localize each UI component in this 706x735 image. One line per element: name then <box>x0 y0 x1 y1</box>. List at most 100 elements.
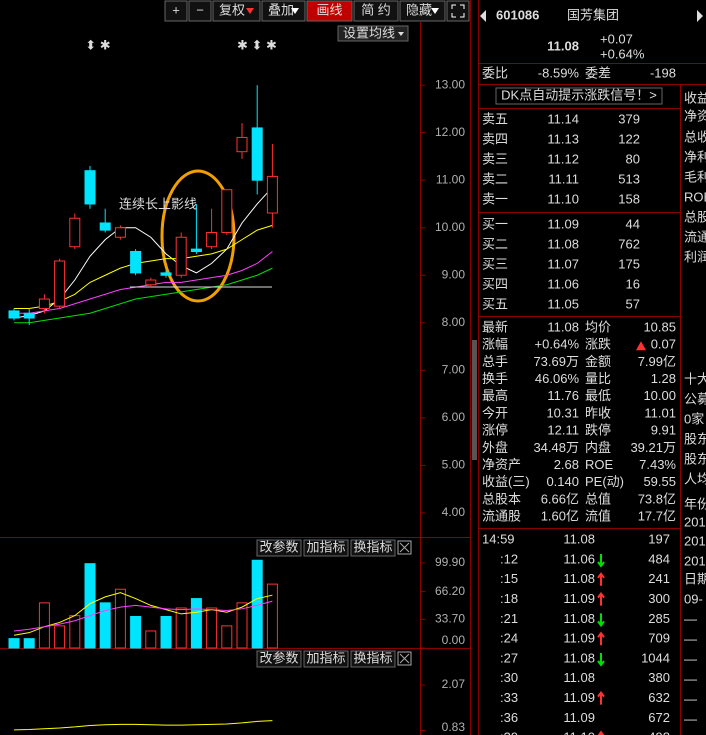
toolbar-label[interactable]: 画线 <box>316 2 342 17</box>
tick-time: :36 <box>500 710 518 725</box>
last-price: 11.08 <box>547 38 579 53</box>
candle-body <box>145 279 157 286</box>
stat-label: 外盘 <box>482 440 508 455</box>
toolbar-button[interactable] <box>353 0 399 22</box>
label: 委差 <box>585 65 611 80</box>
tick-price: 11.09 <box>563 591 595 606</box>
candle-body <box>160 272 172 276</box>
stat-value: 73.69万 <box>533 354 579 369</box>
value: -198 <box>650 65 676 80</box>
close-button[interactable] <box>397 651 412 666</box>
stat-label: 最低 <box>585 388 611 403</box>
order-price: 11.14 <box>547 111 579 126</box>
tick-time: :21 <box>500 611 518 626</box>
candle-body <box>8 310 20 319</box>
side-item: ROE <box>684 189 706 204</box>
tick-arrow <box>597 572 605 586</box>
panel-button[interactable] <box>303 539 349 557</box>
signal-link[interactable]: DK点自动提示涨跌信号！> <box>501 87 657 102</box>
stat-value: 2.68 <box>554 457 579 472</box>
order-volume: 513 <box>618 171 640 186</box>
close-icon <box>399 542 410 553</box>
toolbar-button[interactable] <box>188 0 212 22</box>
candle-body <box>84 170 96 205</box>
toolbar-label[interactable]: − <box>196 2 204 17</box>
candle-body <box>206 231 218 248</box>
stat-value: 11.08 <box>547 319 579 334</box>
panel-button-label[interactable]: 改参数 <box>259 650 298 665</box>
tick-price: 11.08 <box>563 531 595 546</box>
toolbar-button[interactable] <box>446 0 470 22</box>
stat-value: 1.28 <box>651 371 676 386</box>
panel-button-label[interactable]: 改参数 <box>259 539 298 554</box>
side-item: — <box>684 691 697 706</box>
stat-value: 12.11 <box>547 423 579 438</box>
volume-bar <box>23 638 35 649</box>
toolbar-button[interactable] <box>399 0 446 22</box>
panel-button[interactable] <box>256 650 302 668</box>
tick-price: 11.08 <box>563 611 595 626</box>
tick-arrow <box>597 591 605 606</box>
toolbar-button[interactable] <box>306 0 353 22</box>
toolbar-button[interactable] <box>261 0 306 22</box>
candle-body <box>130 250 142 274</box>
tick-time: :24 <box>500 631 518 646</box>
y-tick-label: 0.83 <box>442 720 466 734</box>
stat-value: 10.00 <box>643 388 676 403</box>
panel-button-label[interactable]: 换指标 <box>353 539 392 554</box>
panel-button[interactable] <box>256 539 302 557</box>
panel-button[interactable] <box>303 650 349 668</box>
up-triangle <box>636 341 646 351</box>
side-item: 人均 <box>684 471 706 486</box>
toolbar-button[interactable] <box>212 0 261 22</box>
next-arrow[interactable] <box>697 10 703 22</box>
close-button[interactable] <box>397 540 412 555</box>
order-price: 11.11 <box>548 171 579 186</box>
ma-settings-button[interactable] <box>337 25 409 42</box>
y-tick-label: 12.00 <box>435 125 465 139</box>
prev-arrow[interactable] <box>480 10 486 22</box>
scroll-handle[interactable] <box>472 340 477 460</box>
stat-label: 流通股 <box>482 509 521 524</box>
y-tick-label: 66.20 <box>435 584 465 598</box>
stat-value: 73.8亿 <box>638 491 676 506</box>
volume-bar <box>175 607 187 649</box>
dropdown-arrow <box>291 8 299 14</box>
stat-label: 内盘 <box>585 440 611 455</box>
volume-bar <box>190 598 202 649</box>
volume-bar <box>8 638 20 649</box>
moving-average <box>14 251 273 314</box>
tick-volume: 672 <box>648 710 670 725</box>
side-item: 09- <box>684 591 703 606</box>
order-volume: 80 <box>626 151 640 166</box>
toolbar-label[interactable]: 复权 <box>219 2 245 17</box>
dropdown-arrow <box>398 32 404 36</box>
side-item: 201 <box>684 514 706 529</box>
candle-body <box>99 222 111 231</box>
tick-volume: 380 <box>648 670 670 685</box>
toolbar-label[interactable]: + <box>172 2 180 17</box>
toolbar-label[interactable]: 隐藏 <box>406 2 432 17</box>
candle-body <box>38 298 50 310</box>
toolbar-label[interactable]: 叠加 <box>268 2 294 17</box>
side-item: 净利 <box>684 149 706 164</box>
panel-button-label[interactable]: 加指标 <box>306 650 345 665</box>
stat-value: 9.91 <box>651 423 676 438</box>
order-label: 卖三 <box>482 151 508 166</box>
tick-time: :18 <box>500 591 518 606</box>
signal-link-box[interactable] <box>495 87 663 105</box>
stat-label: 跌停 <box>585 423 611 438</box>
panel-button-label[interactable]: 加指标 <box>306 539 345 554</box>
toolbar-label[interactable]: 简 约 <box>361 2 391 17</box>
side-item: — <box>684 631 697 646</box>
tick-time: :39 <box>500 730 518 735</box>
candle-body <box>190 248 202 252</box>
tick-price: 11.09 <box>563 690 595 705</box>
panel-button-label[interactable]: 换指标 <box>353 650 392 665</box>
panel-button[interactable] <box>350 539 396 557</box>
stat-value: 11.76 <box>547 388 579 403</box>
panel-button[interactable] <box>350 650 396 668</box>
side-item: 总股 <box>684 209 706 224</box>
toolbar-button[interactable] <box>164 0 188 22</box>
ma-settings-label[interactable]: 设置均线 <box>343 25 395 40</box>
